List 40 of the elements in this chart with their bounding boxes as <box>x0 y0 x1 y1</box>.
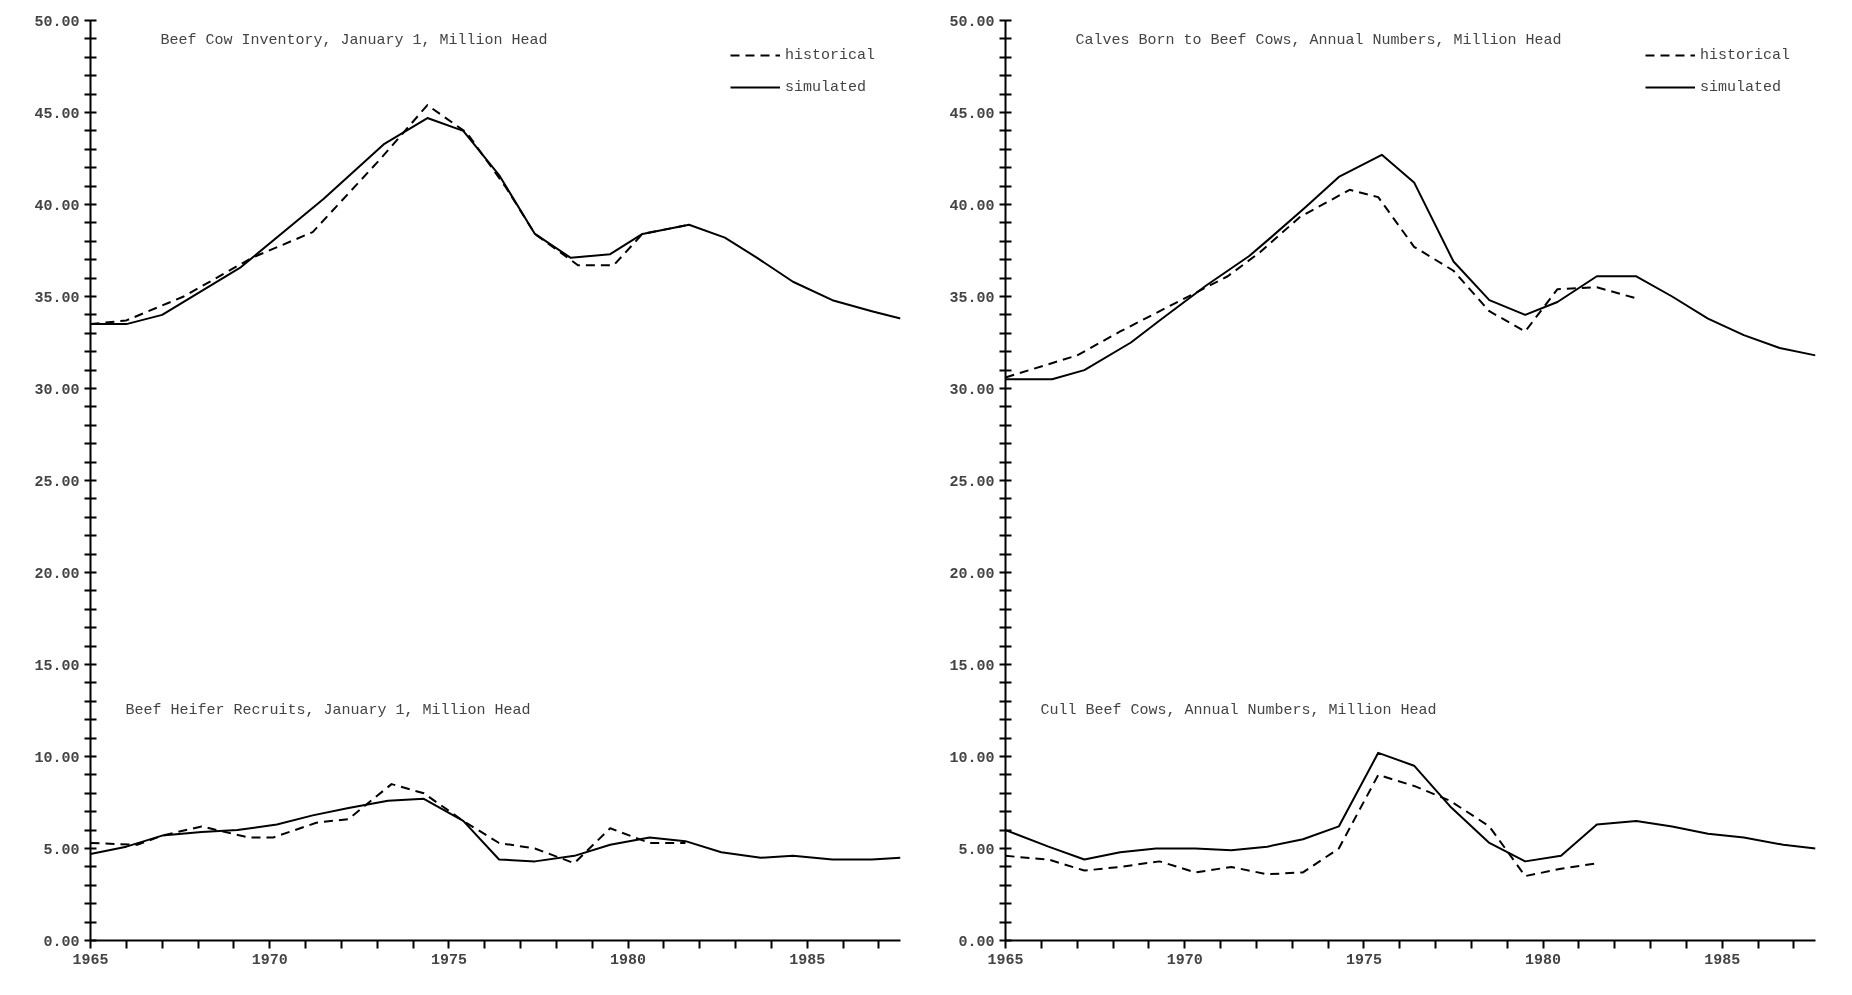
x-tick-label: 1980 <box>1525 951 1562 969</box>
y-tick-label: 0.00 <box>43 933 80 951</box>
x-tick-label: 1970 <box>251 951 288 969</box>
y-tick-label: 15.00 <box>34 657 80 675</box>
annotation: Beef Heifer Recruits, January 1, Million Head <box>125 702 531 719</box>
y-tick-label: 10.00 <box>34 749 80 767</box>
y-tick-label: 45.00 <box>34 105 80 123</box>
y-tick-label: 50.00 <box>949 13 995 31</box>
x-tick-label: 1985 <box>1704 951 1741 969</box>
y-tick-label: 15.00 <box>949 657 995 675</box>
x-tick-label: 1975 <box>1345 951 1382 969</box>
legend-label: simulated <box>1699 78 1781 96</box>
y-tick-label: 20.00 <box>949 565 995 583</box>
y-tick-label: 25.00 <box>949 473 995 491</box>
legend-label: simulated <box>784 78 866 96</box>
legend-label: historical <box>1699 46 1790 64</box>
y-tick-label: 0.00 <box>958 933 995 951</box>
y-tick-label: 50.00 <box>34 13 80 31</box>
x-tick-label: 1965 <box>987 951 1024 969</box>
y-tick-label: 45.00 <box>949 105 995 123</box>
legend-label: historical <box>784 46 875 64</box>
x-tick-label: 1985 <box>789 951 826 969</box>
y-tick-label: 35.00 <box>949 289 995 307</box>
y-tick-label: 20.00 <box>34 565 80 583</box>
x-tick-label: 1980 <box>610 951 647 969</box>
y-tick-label: 5.00 <box>958 841 995 859</box>
annotation: Cull Beef Cows, Annual Numbers, Million Head <box>1040 702 1437 719</box>
y-tick-label: 40.00 <box>949 197 995 215</box>
x-tick-label: 1975 <box>430 951 467 969</box>
y-tick-label: 40.00 <box>34 197 80 215</box>
y-tick-label: 35.00 <box>34 289 80 307</box>
annotation: Beef Cow Inventory, January 1, Million Head <box>160 32 548 49</box>
annotation: Calves Born to Beef Cows, Annual Numbers, Million Head <box>1075 32 1562 49</box>
y-tick-label: 25.00 <box>34 473 80 491</box>
x-tick-label: 1970 <box>1166 951 1203 969</box>
y-tick-label: 30.00 <box>34 381 80 399</box>
y-tick-label: 10.00 <box>949 749 995 767</box>
x-tick-label: 1965 <box>72 951 109 969</box>
y-tick-label: 30.00 <box>949 381 995 399</box>
y-tick-label: 5.00 <box>43 841 80 859</box>
